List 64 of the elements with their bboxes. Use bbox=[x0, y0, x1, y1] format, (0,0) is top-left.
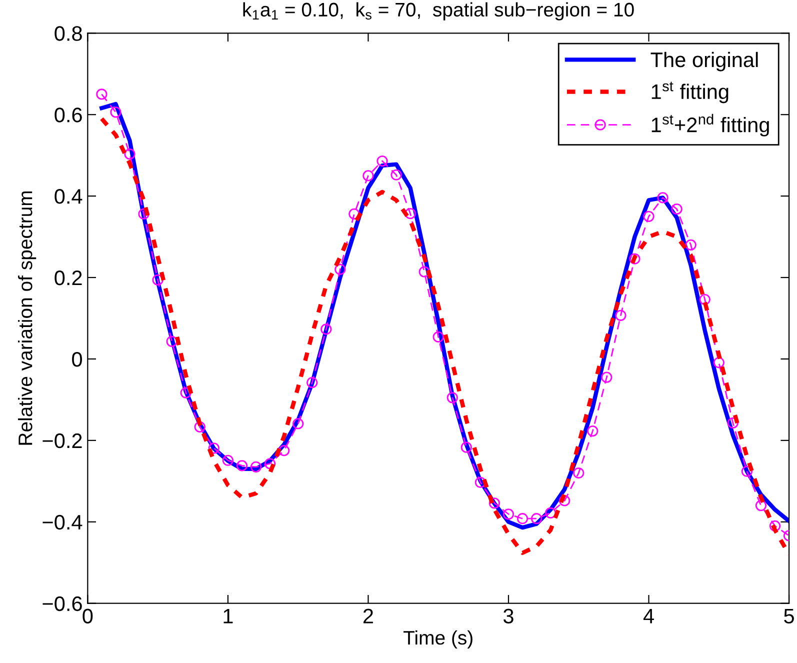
y-tick-label: −0.4 bbox=[42, 514, 82, 530]
point bbox=[559, 495, 570, 506]
point bbox=[671, 204, 682, 215]
point bbox=[110, 106, 122, 118]
y-axis-title: Relative variation of spectrum bbox=[18, 191, 36, 445]
y-tick-label: 0.6 bbox=[54, 108, 82, 122]
y-tick-label: 0.2 bbox=[54, 270, 82, 286]
y-tick-label: −0.2 bbox=[42, 433, 82, 448]
point bbox=[264, 458, 276, 470]
point bbox=[460, 442, 472, 453]
point bbox=[166, 336, 178, 348]
point bbox=[334, 264, 346, 275]
point bbox=[601, 372, 612, 383]
point bbox=[152, 274, 164, 286]
point bbox=[96, 88, 108, 100]
x-axis-title: Time (s) bbox=[404, 630, 472, 649]
point bbox=[685, 239, 696, 250]
x-tick-label: 5 bbox=[784, 608, 794, 624]
point bbox=[320, 324, 332, 335]
point bbox=[194, 421, 206, 433]
y-tick-label: −0.6 bbox=[42, 596, 82, 612]
point bbox=[250, 461, 262, 472]
point bbox=[488, 498, 500, 509]
legend-label: 1$^{st}$+2$^{nd}$ fitting bbox=[652, 114, 769, 136]
point bbox=[362, 170, 374, 182]
point bbox=[587, 426, 598, 437]
point bbox=[446, 392, 458, 404]
point bbox=[573, 467, 584, 479]
point bbox=[404, 208, 416, 220]
point bbox=[208, 442, 220, 454]
point bbox=[236, 460, 248, 472]
point bbox=[615, 310, 626, 321]
point bbox=[755, 500, 767, 512]
point bbox=[124, 148, 136, 160]
point bbox=[530, 513, 542, 524]
point bbox=[222, 454, 234, 466]
legend-label: The original bbox=[650, 52, 758, 72]
point bbox=[376, 155, 388, 167]
y-tick-label: 0.8 bbox=[54, 26, 82, 41]
chart-title: k$_{1}$a$_{1}$ = 0.10, k$_{s}$ = 70, spatial sub−region = 10 bbox=[243, 2, 634, 20]
point bbox=[390, 169, 402, 180]
point bbox=[292, 418, 304, 430]
point bbox=[545, 507, 556, 518]
x-tick-label: 3 bbox=[503, 608, 514, 624]
x-tick-label: 2 bbox=[363, 608, 373, 624]
point bbox=[643, 210, 654, 222]
legend-label: 1$^{st}$ fitting bbox=[652, 82, 728, 104]
y-tick-label: 0 bbox=[72, 352, 82, 367]
point bbox=[418, 266, 430, 278]
point bbox=[629, 253, 640, 264]
x-tick-label: 1 bbox=[224, 608, 233, 624]
point bbox=[657, 192, 668, 204]
point bbox=[502, 508, 514, 520]
x-tick-label: 4 bbox=[643, 608, 654, 624]
point bbox=[278, 445, 290, 456]
point bbox=[769, 520, 781, 532]
x-tick-label: 0 bbox=[82, 608, 93, 624]
point bbox=[741, 466, 753, 477]
y-tick-label: 0.4 bbox=[54, 189, 82, 204]
point bbox=[713, 357, 724, 368]
point bbox=[699, 294, 710, 306]
point bbox=[516, 513, 528, 524]
point bbox=[306, 377, 318, 388]
point bbox=[432, 331, 444, 343]
